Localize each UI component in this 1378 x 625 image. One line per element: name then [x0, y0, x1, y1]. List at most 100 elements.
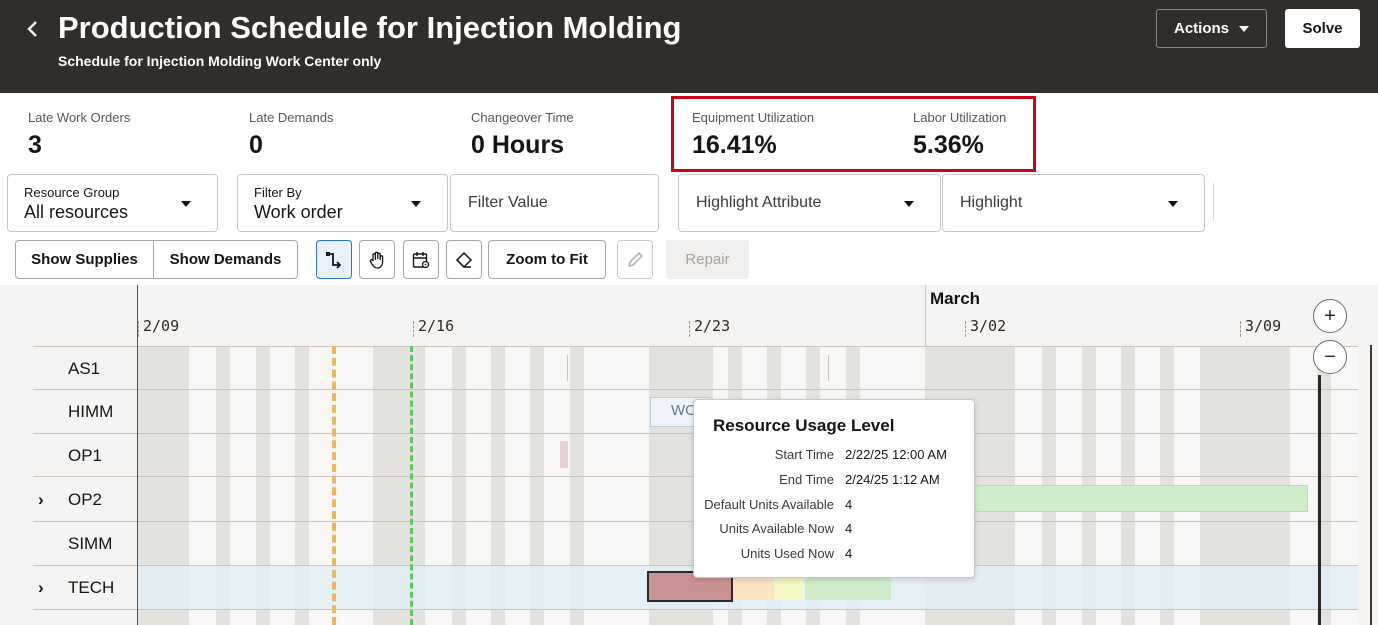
tick-line: [1240, 321, 1241, 337]
metric-changeover-time[interactable]: Changeover Time 0 Hours: [471, 110, 574, 160]
usage-marker: [567, 355, 568, 381]
actions-button[interactable]: Actions: [1156, 9, 1267, 48]
current-date-marker: [410, 346, 413, 625]
edit-button[interactable]: [617, 240, 653, 279]
zoom-out-button[interactable]: −: [1313, 340, 1347, 374]
metric-value: 3: [28, 131, 130, 160]
usage-bar[interactable]: [805, 577, 891, 600]
tooltip-value: 2/22/25 12:00 AM: [845, 447, 947, 462]
tooltip-value: 2/24/25 1:12 AM: [845, 472, 940, 487]
usage-bar[interactable]: [774, 577, 804, 600]
page-header: Production Schedule for Injection Moldin…: [0, 0, 1378, 93]
date-tick: 3/09: [1245, 317, 1281, 335]
tooltip-key: Start Time: [775, 447, 834, 462]
resource-row-label[interactable]: HIMM: [68, 402, 113, 422]
date-tick: 2/23: [694, 317, 730, 335]
calendar-settings-icon: [411, 250, 431, 270]
pan-hand-icon: [367, 250, 387, 270]
date-tick: 2/16: [418, 317, 454, 335]
resource-row-label[interactable]: OP2: [68, 490, 102, 510]
resource-row-label[interactable]: SIMM: [68, 534, 112, 554]
connector-tool-button[interactable]: [316, 240, 352, 279]
usage-bar[interactable]: [734, 577, 774, 600]
filter-separator: [1213, 183, 1214, 221]
date-tick: 2/09: [143, 317, 179, 335]
actions-label: Actions: [1174, 20, 1229, 37]
metric-value: 0 Hours: [471, 131, 574, 160]
highlight-attribute-select[interactable]: Highlight Attribute: [678, 174, 941, 232]
highlight-placeholder: Highlight: [960, 194, 1022, 212]
tick-line: [965, 321, 966, 337]
chevron-down-icon: [411, 201, 421, 207]
metric-late-work-orders[interactable]: Late Work Orders 3: [28, 110, 130, 160]
resource-row-label[interactable]: TECH: [68, 578, 114, 598]
resource-usage-tooltip: Resource Usage Level Start Time 2/22/25 …: [693, 399, 975, 578]
resource-row-label[interactable]: OP1: [68, 446, 102, 466]
calendar-settings-button[interactable]: [403, 240, 439, 279]
metric-value: 0: [249, 131, 334, 160]
usage-bar[interactable]: [930, 485, 1308, 512]
demand-date-marker: [332, 346, 336, 625]
tooltip-key: Units Used Now: [741, 546, 834, 561]
highlight-attribute-placeholder: Highlight Attribute: [696, 194, 821, 212]
eraser-button[interactable]: [446, 240, 482, 279]
metric-label: Changeover Time: [471, 110, 574, 125]
tooltip-value: 4: [845, 521, 852, 536]
eraser-icon: [454, 250, 474, 270]
tick-line: [689, 321, 690, 337]
solve-button[interactable]: Solve: [1285, 9, 1360, 48]
gantt-chart[interactable]: March 2/09 2/16 2/23 3/02 3/09 AS1 HIMM …: [0, 285, 1378, 625]
tooltip-title: Resource Usage Level: [713, 416, 894, 436]
chevron-left-icon: [26, 20, 38, 38]
expand-chevron-icon[interactable]: ›: [38, 578, 44, 598]
repair-button[interactable]: Repair: [666, 240, 749, 279]
pan-tool-button[interactable]: [359, 240, 395, 279]
show-demands-button[interactable]: Show Demands: [153, 240, 298, 279]
page-subtitle: Schedule for Injection Molding Work Cent…: [58, 53, 381, 69]
back-button[interactable]: [22, 14, 42, 44]
pencil-icon: [625, 250, 645, 270]
usage-marker: [828, 355, 829, 381]
timeline-end-line: [1318, 375, 1321, 625]
zoom-to-fit-button[interactable]: Zoom to Fit: [488, 240, 606, 279]
row-divider: [33, 346, 1358, 347]
month-divider: [925, 285, 926, 346]
plus-icon: +: [1324, 305, 1336, 328]
row-divider: [33, 609, 1358, 610]
metric-late-demands[interactable]: Late Demands 0: [249, 110, 334, 160]
tooltip-key: End Time: [779, 472, 834, 487]
highlight-select[interactable]: Highlight: [942, 174, 1205, 232]
expand-chevron-icon[interactable]: ›: [38, 490, 44, 510]
filter-by-value: Work order: [254, 202, 343, 223]
tick-line: [413, 321, 414, 337]
show-supplies-button[interactable]: Show Supplies: [15, 240, 154, 279]
resource-group-value: All resources: [24, 202, 128, 223]
chevron-down-icon: [904, 201, 914, 207]
tooltip-value: 4: [845, 497, 852, 512]
utilization-highlight-box: [671, 96, 1036, 172]
chevron-down-icon: [181, 201, 191, 207]
filter-value-placeholder: Filter Value: [468, 194, 548, 212]
resource-group-select[interactable]: Resource Group All resources: [7, 174, 218, 232]
usage-bar[interactable]: [560, 441, 568, 468]
connector-icon: [324, 250, 344, 270]
tooltip-value: 4: [845, 546, 852, 561]
resource-group-label: Resource Group: [24, 185, 119, 200]
date-tick: 3/02: [970, 317, 1006, 335]
minus-icon: −: [1324, 346, 1336, 369]
filter-by-label: Filter By: [254, 185, 302, 200]
zoom-in-button[interactable]: +: [1313, 299, 1347, 333]
page-title: Production Schedule for Injection Moldin…: [58, 10, 681, 46]
row-divider: [33, 389, 1358, 390]
filter-value-input[interactable]: Filter Value: [450, 174, 659, 232]
resource-row-label[interactable]: AS1: [68, 359, 100, 379]
metric-label: Late Demands: [249, 110, 334, 125]
month-label: March: [930, 289, 980, 309]
tick-line: [138, 321, 139, 337]
metric-label: Late Work Orders: [28, 110, 130, 125]
filter-by-select[interactable]: Filter By Work order: [237, 174, 448, 232]
tooltip-key: Default Units Available: [704, 497, 834, 512]
tooltip-key: Units Available Now: [719, 521, 834, 536]
vertical-scrollbar[interactable]: [1370, 345, 1372, 625]
chevron-down-icon: [1239, 26, 1249, 32]
